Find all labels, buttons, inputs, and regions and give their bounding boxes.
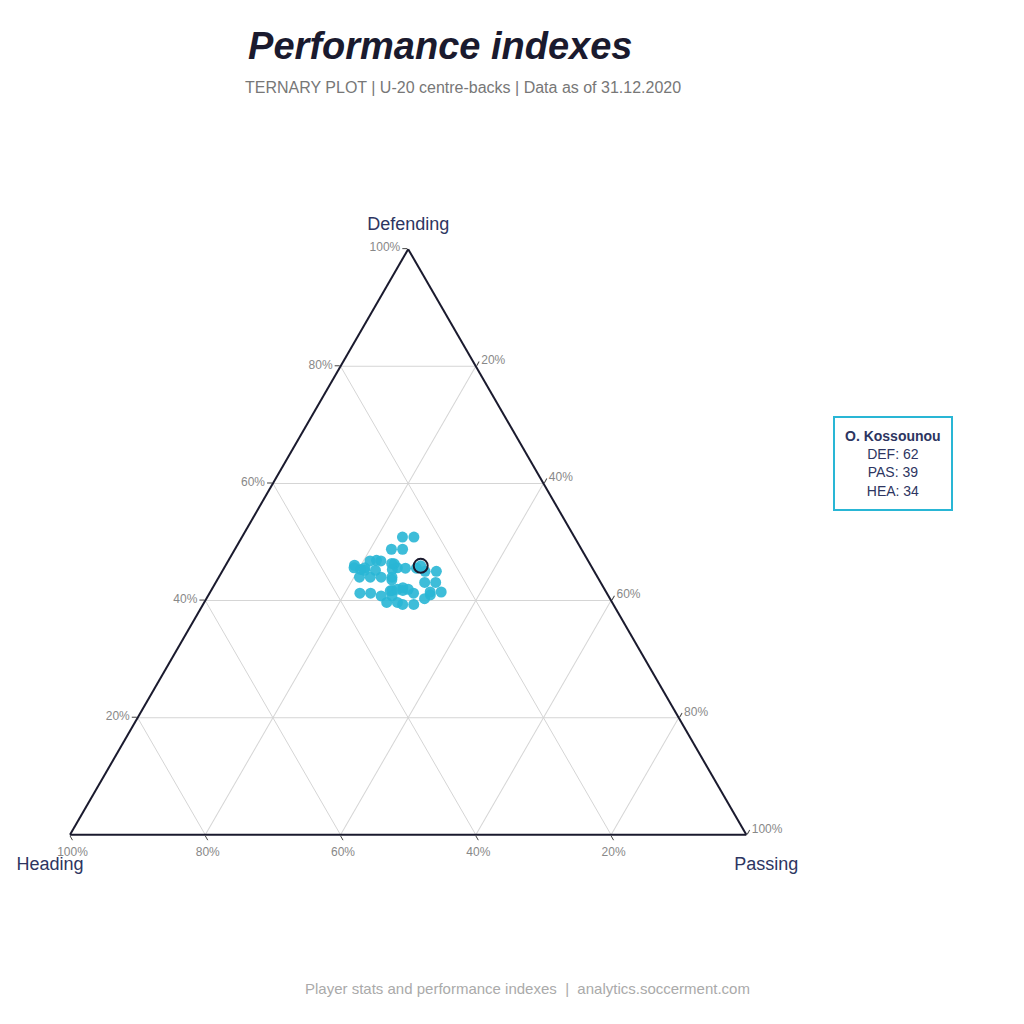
svg-text:Defending: Defending: [367, 214, 449, 234]
svg-text:20%: 20%: [106, 709, 130, 723]
svg-text:O. KossounouDEF: 62PAS: 39HEA:: O. KossounouDEF: 62PAS: 39HEA: 34: [845, 428, 941, 499]
svg-text:80%: 80%: [309, 358, 333, 372]
svg-text:20%: 20%: [602, 845, 626, 859]
svg-text:80%: 80%: [196, 845, 220, 859]
svg-text:60%: 60%: [241, 475, 265, 489]
svg-text:100%: 100%: [57, 845, 88, 859]
svg-text:Heading: Heading: [16, 854, 83, 874]
svg-text:100%: 100%: [752, 822, 783, 836]
svg-text:20%: 20%: [481, 353, 505, 367]
svg-text:Passing: Passing: [734, 854, 798, 874]
svg-text:100%: 100%: [370, 240, 401, 254]
svg-text:40%: 40%: [173, 592, 197, 606]
svg-text:60%: 60%: [331, 845, 355, 859]
svg-text:80%: 80%: [684, 705, 708, 719]
svg-text:TERNARY PLOT | U-20 centre-bac: TERNARY PLOT | U-20 centre-backs | Data …: [245, 79, 681, 96]
svg-text:Performance indexes: Performance indexes: [248, 25, 632, 67]
svg-text:Player stats and performance i: Player stats and performance indexes | a…: [305, 980, 750, 997]
svg-text:40%: 40%: [549, 470, 573, 484]
svg-text:60%: 60%: [617, 587, 641, 601]
svg-text:40%: 40%: [466, 845, 490, 859]
